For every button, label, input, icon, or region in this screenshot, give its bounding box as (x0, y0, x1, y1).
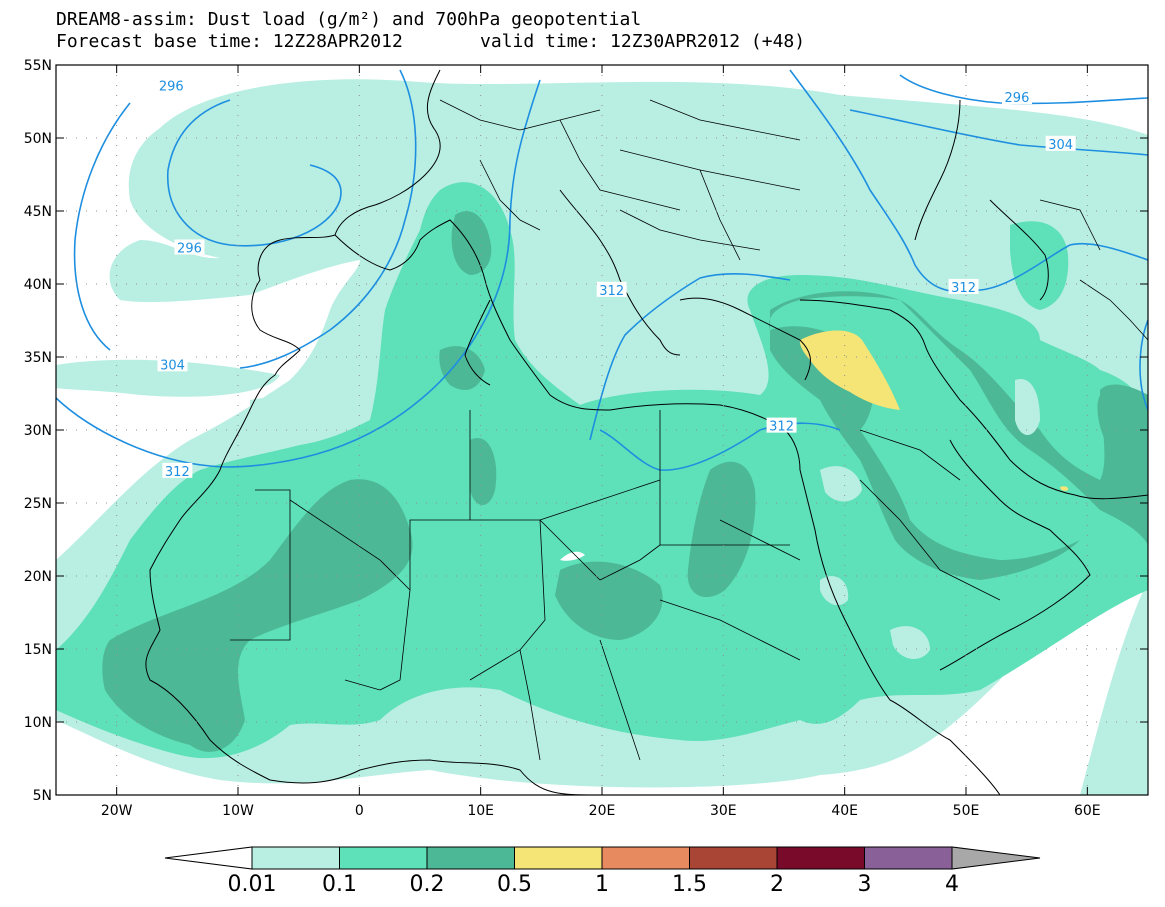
lon-tick-label: 0 (355, 803, 364, 819)
geopotential-contours (56, 69, 1148, 471)
dust-gaps (515, 276, 1040, 660)
lat-tick-label: 5N (33, 788, 52, 804)
colorbar-segment (864, 846, 953, 870)
colorbar-label: 4 (945, 872, 959, 897)
contour-label-bg (156, 77, 187, 93)
lat-tick-label: 30N (24, 423, 52, 439)
contour-label: 312 (769, 420, 794, 435)
lon-tick-label: 10W (222, 803, 254, 819)
dust-level-0-5 (799, 330, 1069, 491)
lat-tick-label: 45N (24, 204, 52, 220)
colorbar-under-arrow (164, 846, 253, 870)
contour-label-bg (157, 356, 188, 372)
lat-tick-label: 25N (24, 496, 52, 512)
contour-label: 304 (1048, 138, 1073, 153)
contour-label: 312 (165, 465, 190, 480)
lon-tick-label: 20W (101, 803, 133, 819)
colorbar-label: 0.5 (497, 872, 532, 897)
colorbar-segment (426, 846, 515, 870)
contour-label: 296 (1005, 91, 1030, 106)
contour-label: 312 (599, 284, 624, 299)
contour-label: 304 (160, 358, 185, 373)
colorbar-label: 0.01 (227, 872, 277, 897)
contour-label-bg (174, 239, 205, 255)
colorbar-label: 0.2 (409, 872, 445, 897)
lon-tick-label: 50E (953, 803, 980, 819)
lat-tick-label: 55N (24, 58, 52, 74)
colorbar-segment (776, 846, 865, 870)
lat-tick-label: 50N (24, 131, 52, 147)
contour-labels: 296 296 304 312 312 312 312 304 296 (156, 77, 1076, 480)
political-borders (230, 99, 1148, 761)
contour-label: 296 (159, 79, 184, 94)
contour-label: 296 (177, 242, 202, 257)
lon-tick-label: 40E (831, 803, 858, 819)
colorbar-label: 0.1 (322, 872, 357, 897)
lon-tick-label: 10E (467, 803, 494, 819)
colorbar-label: 2 (770, 872, 784, 897)
lat-tick-label: 15N (24, 642, 52, 658)
valid-time: valid time: 12Z30APR2012 (+48) (480, 31, 806, 52)
colorbar-segment (689, 846, 778, 870)
lat-tick-label: 40N (24, 277, 52, 293)
coastlines-borders (145, 69, 1148, 795)
contour-label-bg (596, 281, 627, 297)
lat-tick-label: 20N (24, 569, 52, 585)
contour-label-bg (1001, 89, 1032, 105)
colorbar-segment (601, 846, 690, 870)
colorbar-segment (339, 846, 428, 870)
contour-label-bg (948, 278, 979, 294)
colorbar-label: 1 (595, 872, 609, 897)
contour-label-bg (766, 417, 797, 433)
contour-label-bg (162, 462, 193, 478)
lat-tick-label: 10N (24, 715, 52, 731)
dust-load-colorbar (164, 846, 1041, 870)
colorbar-segment (251, 846, 340, 870)
lon-tick-label: 60E (1074, 803, 1101, 819)
contour-label-bg (1045, 135, 1076, 151)
colorbar-label: 1.5 (672, 872, 707, 897)
contour-label: 312 (951, 281, 976, 296)
lat-tick-label: 35N (24, 350, 52, 366)
map-title: DREAM8-assim: Dust load (g/m²) and 700hP… (56, 9, 642, 30)
forecast-base-time: Forecast base time: 12Z28APR2012 (56, 31, 403, 52)
dust-level-0-1 (56, 182, 1148, 759)
colorbar-segment (514, 846, 603, 870)
colorbar-label: 3 (857, 872, 872, 897)
lon-tick-label: 30E (710, 803, 737, 819)
map-axes: 20W 10W 0 10E 20E 30E 40E 50E 60E 55N 50N 45N 40N 35N… (24, 58, 1148, 819)
colorbar-over-arrow (951, 846, 1041, 870)
lon-tick-label: 20E (589, 803, 616, 819)
